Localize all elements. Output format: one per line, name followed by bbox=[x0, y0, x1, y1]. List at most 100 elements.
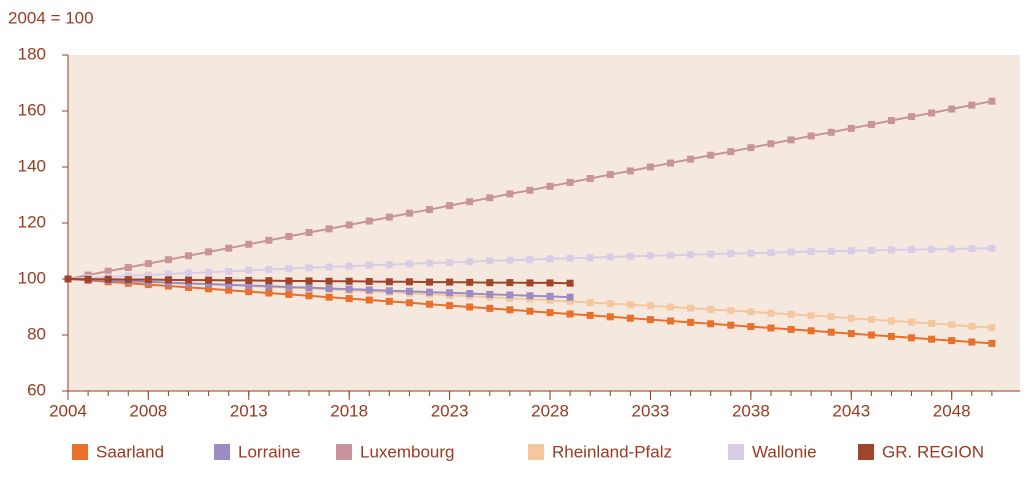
legend-swatch bbox=[336, 444, 352, 460]
x-tick-label: 2018 bbox=[330, 401, 368, 420]
series-marker bbox=[305, 229, 313, 237]
series-marker bbox=[305, 264, 313, 272]
x-tick-label: 2038 bbox=[732, 401, 770, 420]
series-marker bbox=[245, 266, 253, 274]
series-marker bbox=[205, 276, 213, 284]
series-marker bbox=[164, 276, 172, 284]
series-marker bbox=[265, 277, 273, 285]
series-marker bbox=[707, 320, 715, 328]
series-marker bbox=[446, 302, 454, 310]
series-marker bbox=[687, 155, 695, 163]
series-marker bbox=[526, 292, 534, 300]
series-marker bbox=[968, 101, 976, 109]
series-marker bbox=[466, 278, 474, 286]
series-marker bbox=[526, 307, 534, 315]
series-marker bbox=[225, 276, 233, 284]
series-marker bbox=[948, 321, 956, 329]
series-marker bbox=[446, 289, 454, 297]
series-marker bbox=[948, 105, 956, 113]
series-marker bbox=[867, 331, 875, 339]
series-marker bbox=[908, 246, 916, 254]
series-marker bbox=[767, 249, 775, 257]
series-marker bbox=[707, 250, 715, 258]
series-marker bbox=[948, 245, 956, 253]
series-marker bbox=[968, 244, 976, 252]
series-marker bbox=[426, 259, 434, 267]
plot-area bbox=[68, 55, 1020, 391]
series-marker bbox=[546, 309, 554, 317]
series-marker bbox=[486, 304, 494, 312]
series-marker bbox=[205, 268, 213, 276]
series-marker bbox=[566, 310, 574, 318]
series-marker bbox=[807, 248, 815, 256]
series-marker bbox=[506, 306, 514, 314]
series-marker bbox=[827, 247, 835, 255]
series-marker bbox=[887, 246, 895, 254]
series-marker bbox=[887, 317, 895, 325]
series-marker bbox=[486, 290, 494, 298]
legend-label: Lorraine bbox=[238, 442, 300, 461]
series-marker bbox=[988, 339, 996, 347]
series-marker bbox=[486, 279, 494, 287]
x-tick-label: 2004 bbox=[49, 401, 87, 420]
series-marker bbox=[325, 285, 333, 293]
series-marker bbox=[687, 304, 695, 312]
series-marker bbox=[626, 314, 634, 322]
series-marker bbox=[747, 249, 755, 257]
series-marker bbox=[405, 260, 413, 268]
series-marker bbox=[446, 278, 454, 286]
series-marker bbox=[345, 285, 353, 293]
series-marker bbox=[827, 313, 835, 321]
series-marker bbox=[787, 136, 795, 144]
legend-label: Saarland bbox=[96, 442, 164, 461]
series-marker bbox=[466, 303, 474, 311]
series-marker bbox=[265, 282, 273, 290]
x-tick-label: 2013 bbox=[230, 401, 268, 420]
y-tick-label: 120 bbox=[18, 212, 46, 231]
series-marker bbox=[385, 297, 393, 305]
series-marker bbox=[586, 299, 594, 307]
series-marker bbox=[646, 163, 654, 171]
series-marker bbox=[928, 335, 936, 343]
series-marker bbox=[566, 293, 574, 301]
series-marker bbox=[887, 332, 895, 340]
series-marker bbox=[405, 299, 413, 307]
series-marker bbox=[867, 120, 875, 128]
series-marker bbox=[626, 167, 634, 175]
series-marker bbox=[506, 190, 514, 198]
series-marker bbox=[205, 248, 213, 256]
legend-swatch bbox=[72, 444, 88, 460]
series-marker bbox=[787, 310, 795, 318]
series-marker bbox=[164, 270, 172, 278]
series-marker bbox=[285, 290, 293, 298]
y-tick-label: 100 bbox=[18, 268, 46, 287]
series-marker bbox=[948, 337, 956, 345]
series-marker bbox=[265, 289, 273, 297]
series-marker bbox=[988, 244, 996, 252]
series-marker bbox=[767, 140, 775, 148]
series-marker bbox=[526, 256, 534, 264]
series-marker bbox=[164, 256, 172, 264]
series-marker bbox=[968, 338, 976, 346]
series-marker bbox=[787, 325, 795, 333]
series-marker bbox=[486, 194, 494, 202]
series-marker bbox=[908, 113, 916, 121]
series-marker bbox=[245, 240, 253, 248]
series-marker bbox=[124, 276, 132, 284]
y-tick-label: 180 bbox=[18, 44, 46, 63]
series-marker bbox=[285, 277, 293, 285]
series-marker bbox=[847, 124, 855, 132]
series-marker bbox=[807, 312, 815, 320]
series-marker bbox=[928, 109, 936, 117]
series-marker bbox=[144, 260, 152, 268]
series-marker bbox=[707, 151, 715, 159]
legend-swatch bbox=[528, 444, 544, 460]
series-marker bbox=[606, 313, 614, 321]
series-marker bbox=[928, 320, 936, 328]
series-marker bbox=[908, 334, 916, 342]
series-marker bbox=[305, 277, 313, 285]
legend-label: GR. REGION bbox=[882, 442, 984, 461]
series-marker bbox=[767, 324, 775, 332]
series-marker bbox=[626, 301, 634, 309]
series-marker bbox=[506, 279, 514, 287]
